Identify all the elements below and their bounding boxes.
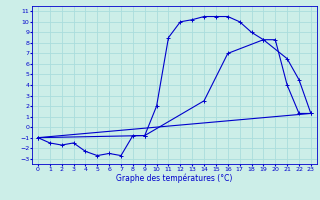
X-axis label: Graphe des températures (°C): Graphe des températures (°C) xyxy=(116,173,233,183)
